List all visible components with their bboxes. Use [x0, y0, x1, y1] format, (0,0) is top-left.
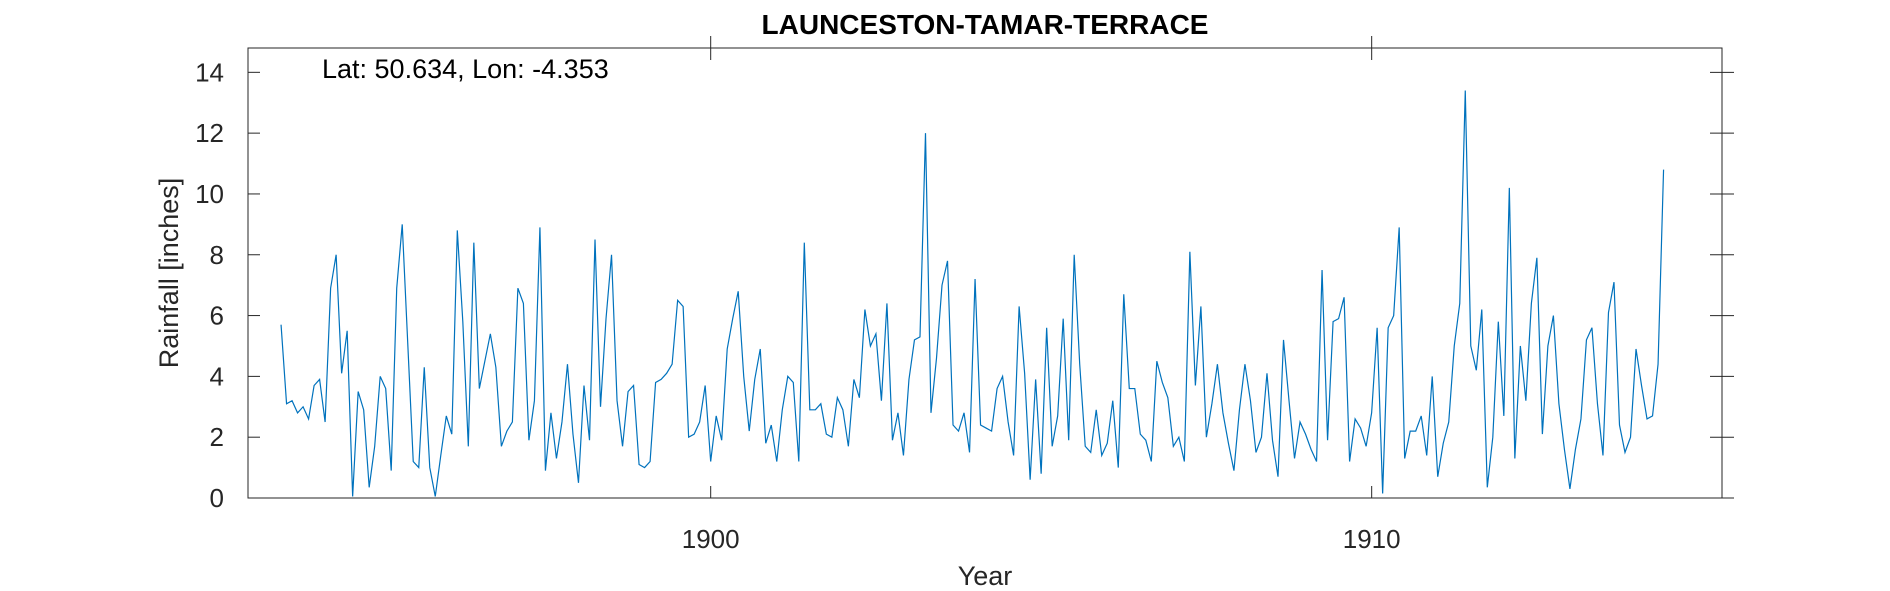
x-tick-labels: 1900 1910: [682, 524, 1401, 554]
x-axis-label: Year: [958, 561, 1013, 591]
rainfall-series-line: [280, 90, 1665, 497]
x-tick-label: 1910: [1343, 524, 1401, 554]
location-annotation: Lat: 50.634, Lon: -4.353: [322, 54, 609, 84]
y-tick-label: 8: [210, 240, 224, 270]
y-axis-label: Rainfall [inches]: [154, 178, 184, 369]
y-tick-label: 6: [210, 301, 224, 331]
y-tick-label: 12: [195, 118, 224, 148]
y-tick-label: 4: [210, 361, 224, 391]
y-tick-label: 0: [210, 483, 224, 513]
y-tick-label: 14: [195, 57, 224, 87]
x-tick-label: 1900: [682, 524, 740, 554]
plot-area: [247, 47, 1723, 499]
y-tick-label: 2: [210, 422, 224, 452]
chart-title: LAUNCESTON-TAMAR-TERRACE: [762, 9, 1209, 40]
axis-ticks: [248, 36, 1734, 499]
y-tick-labels: 0 2 4 6 8 10 12 14: [195, 57, 224, 513]
y-tick-label: 10: [195, 179, 224, 209]
